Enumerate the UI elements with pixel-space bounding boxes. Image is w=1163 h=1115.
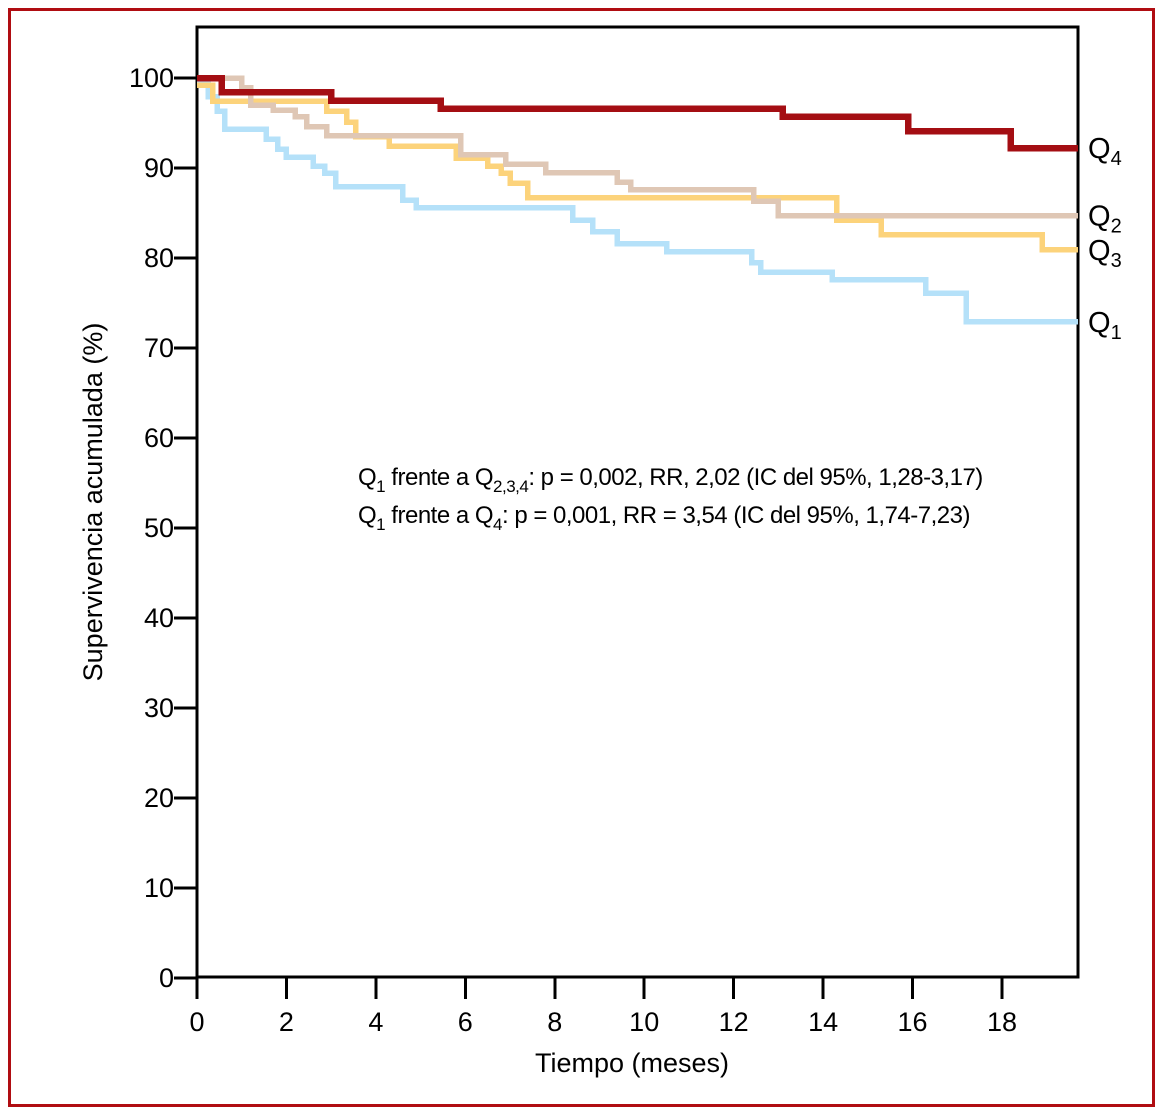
y-tick-label: 100 bbox=[129, 63, 174, 93]
y-tick-label: 10 bbox=[144, 873, 174, 903]
x-tick-label: 2 bbox=[279, 1007, 294, 1037]
y-tick-label: 50 bbox=[144, 513, 174, 543]
y-tick-label: 40 bbox=[144, 603, 174, 633]
x-tick-label: 4 bbox=[368, 1007, 383, 1037]
stats-annotation: Q1 frente a Q2,3,4: p = 0,002, RR, 2,02 … bbox=[358, 464, 983, 534]
x-tick-label: 8 bbox=[547, 1007, 562, 1037]
y-tick-label: 70 bbox=[144, 333, 174, 363]
y-tick-label: 60 bbox=[144, 423, 174, 453]
x-tick-label: 16 bbox=[898, 1007, 928, 1037]
plot-area: 0 2 4 6 8 10 12 14 16 180102030405060708090100Q1Q… bbox=[129, 25, 1122, 1037]
x-tick-label: 12 bbox=[719, 1007, 749, 1037]
x-tick-label: 10 bbox=[629, 1007, 659, 1037]
y-tick-label: 20 bbox=[144, 783, 174, 813]
series-label-Q1: Q1 bbox=[1088, 307, 1122, 344]
series-label-Q4: Q4 bbox=[1088, 133, 1122, 170]
y-tick-label: 0 bbox=[159, 963, 174, 993]
series-line-Q3 bbox=[197, 82, 1078, 253]
series-label-Q2: Q2 bbox=[1088, 201, 1122, 238]
y-axis: 0 10 20 30 40 50 60 70 80 90 100 bbox=[129, 63, 197, 993]
series-line-Q2 bbox=[197, 75, 1078, 219]
series-line-Q1 bbox=[197, 78, 1078, 325]
x-tick-label: 0 bbox=[189, 1007, 204, 1037]
plot-frame bbox=[195, 25, 1080, 979]
annotation-line-1: Q1 frente a Q2,3,4: p = 0,002, RR, 2,02 … bbox=[358, 464, 983, 496]
x-tick-label: 6 bbox=[458, 1007, 473, 1037]
x-tick-label: 18 bbox=[987, 1007, 1017, 1037]
annotation-line-2: Q1 frente a Q4: p = 0,001, RR = 3,54 (IC… bbox=[358, 502, 970, 534]
y-tick-label: 80 bbox=[144, 243, 174, 273]
x-axis-label: Tiempo (meses) bbox=[535, 1048, 729, 1078]
y-tick-label: 90 bbox=[144, 153, 174, 183]
series-label-Q3: Q3 bbox=[1088, 235, 1122, 272]
y-tick-label: 30 bbox=[144, 693, 174, 723]
x-axis: 0 2 4 6 8 10 12 14 16 18 bbox=[189, 977, 1017, 1037]
series-lines bbox=[197, 74, 1078, 325]
x-tick-label: 14 bbox=[808, 1007, 838, 1037]
y-axis-label: Supervivencia acumulada (%) bbox=[78, 323, 108, 682]
series-line-Q4 bbox=[197, 74, 1078, 152]
